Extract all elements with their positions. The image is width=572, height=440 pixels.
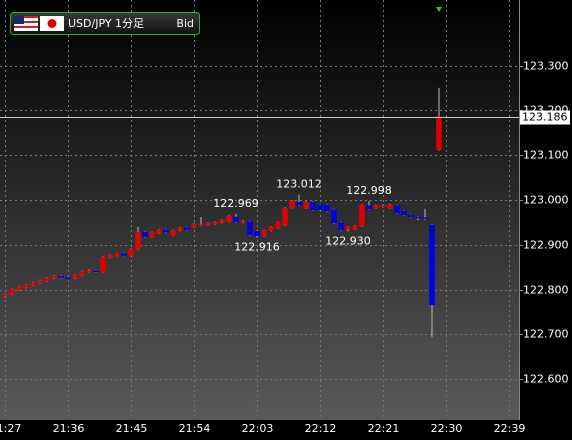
- candle-body: [184, 227, 190, 230]
- candle-body: [436, 116, 442, 151]
- y-tick-label: 123.100: [523, 149, 569, 162]
- y-tick-label: 122.600: [523, 373, 569, 386]
- x-tick-label: 21:45: [116, 422, 148, 435]
- axis-background: [519, 0, 572, 440]
- candle-body: [107, 255, 113, 258]
- candle-body: [387, 204, 393, 209]
- candle-body: [219, 219, 225, 223]
- chart-title: USD/JPY 1分足: [68, 17, 144, 30]
- candle-body: [135, 231, 141, 250]
- x-tick-label: 22:30: [431, 422, 463, 435]
- y-tick-label: 123.000: [523, 194, 569, 207]
- flag-sun: [47, 19, 57, 28]
- x-tick-label: 21:36: [53, 422, 85, 435]
- annotation: 122.916: [234, 241, 280, 254]
- y-tick-label: 122.900: [523, 239, 569, 252]
- candle-body: [226, 215, 232, 222]
- candle-body: [359, 204, 365, 227]
- candle-body: [65, 277, 71, 279]
- candle-body: [338, 222, 344, 231]
- candle-body: [401, 210, 407, 215]
- current-price-box: [520, 110, 570, 125]
- candle-body: [429, 224, 435, 306]
- candle-body: [303, 201, 309, 209]
- candle-body: [324, 204, 330, 211]
- candle-body: [331, 209, 337, 224]
- candle-body: [58, 275, 64, 278]
- candle-body: [149, 231, 155, 237]
- x-tick-label: 22:12: [305, 422, 337, 435]
- annotation: 122.969: [213, 197, 259, 210]
- candle-body: [233, 216, 239, 223]
- marker: [436, 7, 442, 12]
- candle-body: [9, 289, 15, 295]
- x-tick-label: 21:54: [179, 422, 211, 435]
- candle-body: [254, 231, 260, 237]
- candle-body: [191, 223, 197, 228]
- candle-body: [205, 223, 211, 225]
- x-tick-label: 22:39: [494, 422, 526, 435]
- candle-body: [44, 277, 50, 281]
- candle-body: [51, 275, 57, 279]
- candle-body: [93, 270, 99, 273]
- candle-body: [373, 205, 379, 209]
- candle-body: [198, 223, 204, 226]
- candle-body: [170, 230, 176, 236]
- flag-stripe: [14, 21, 38, 23]
- flag-stripe: [14, 26, 38, 28]
- y-tick-label: 122.700: [523, 328, 569, 341]
- current-price-label: 123.186: [522, 111, 568, 124]
- candle-body: [289, 200, 295, 209]
- candle-body: [156, 229, 162, 234]
- candle-body: [261, 230, 267, 237]
- y-tick-label: 123.300: [523, 60, 569, 73]
- candle-body: [394, 205, 400, 214]
- flag-stripe: [14, 16, 38, 18]
- candle-body: [121, 253, 127, 256]
- candle-body: [30, 282, 36, 286]
- candle-body: [415, 216, 421, 219]
- x-tick-label: 21:27: [0, 422, 21, 435]
- annotation: 123.012: [276, 178, 322, 191]
- candle-body: [247, 221, 253, 236]
- candle-body: [310, 201, 316, 211]
- badge: USD/JPY 1分足 Bid: [10, 12, 200, 35]
- plot-background: [0, 0, 519, 420]
- candle-body: [37, 280, 43, 284]
- candle-body: [72, 274, 78, 279]
- candle-body: [296, 201, 302, 206]
- candle-body: [2, 294, 8, 297]
- candle-body: [240, 221, 246, 223]
- candle-body: [114, 253, 120, 256]
- candle-body: [79, 271, 85, 276]
- annotation: 122.998: [346, 184, 392, 197]
- candle-body: [345, 226, 351, 230]
- x-tick-label: 22:21: [368, 422, 400, 435]
- annotation: 122.930: [325, 234, 371, 247]
- candle-body: [16, 287, 22, 290]
- candle-body: [268, 226, 274, 231]
- candle-body: [317, 204, 323, 211]
- candle-body: [275, 222, 281, 228]
- candle-body: [212, 222, 218, 224]
- candle-body: [422, 217, 428, 220]
- y-tick-label: 122.800: [523, 284, 569, 297]
- x-tick-label: 22:03: [242, 422, 274, 435]
- candle-body: [23, 284, 29, 288]
- candle-body: [128, 248, 134, 256]
- candle-body: [282, 207, 288, 226]
- candle-body: [352, 225, 358, 230]
- candle-body: [380, 205, 386, 208]
- candle-body: [366, 205, 372, 210]
- candle-body: [86, 270, 92, 273]
- candle-body: [408, 214, 414, 218]
- candle-body: [142, 231, 148, 237]
- flag-canton: [14, 16, 24, 24]
- candle-body: [163, 229, 169, 233]
- candle-body: [100, 257, 106, 272]
- price-type: Bid: [176, 17, 194, 30]
- candle-body: [177, 227, 183, 231]
